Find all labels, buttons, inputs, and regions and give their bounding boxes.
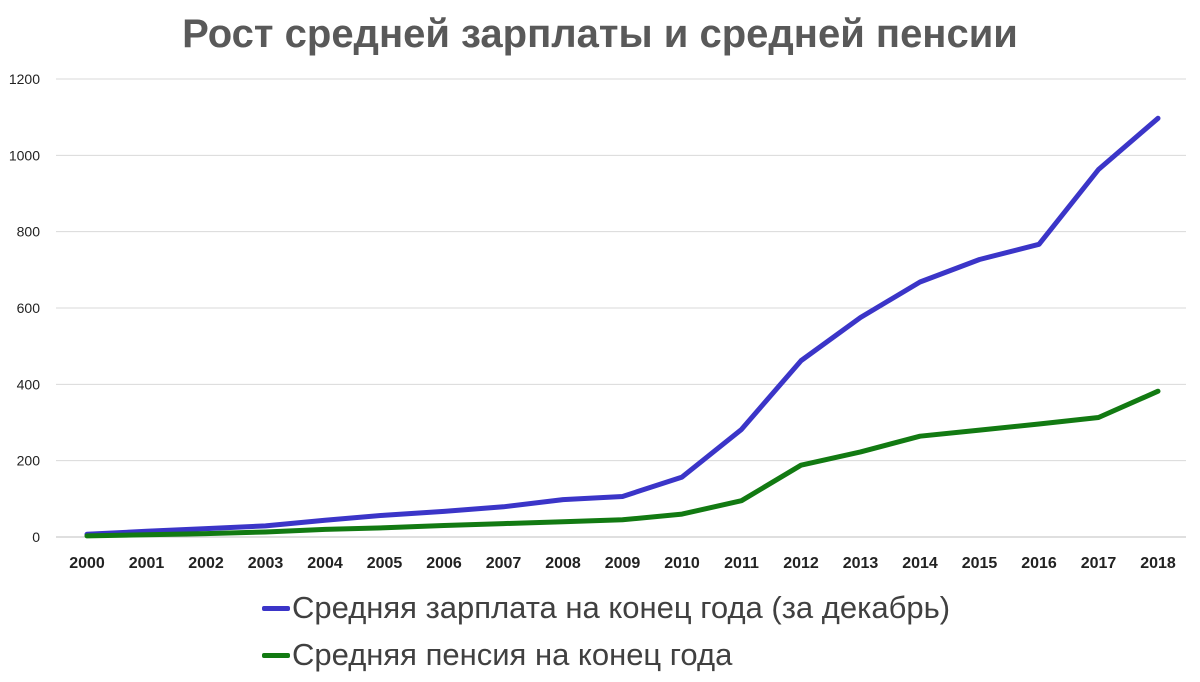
x-tick-label-2018: 2018 [1140,555,1176,572]
y-tick-label-200: 200 [17,453,41,469]
chart-title: Рост средней зарплаты и средней пенсии [182,12,1018,56]
legend-swatch-pension [262,652,290,658]
legend-swatch-salary [262,605,290,611]
legend-label-salary: Средняя зарплата на конец года (за декаб… [292,590,951,625]
y-axis-ticks: 0 200 400 600 800 1000 1200 [9,71,40,545]
y-tick-label-800: 800 [17,224,41,240]
y-tick-label-0: 0 [32,529,40,545]
series-line-0 [84,115,1161,537]
x-tick-label-2006: 2006 [426,555,462,572]
x-tick-label-2005: 2005 [367,555,403,572]
x-tick-label-2015: 2015 [962,555,998,572]
x-tick-label-2004: 2004 [307,555,343,572]
y-tick-label-1000: 1000 [9,147,40,163]
legend: Средняя зарплата на конец года (за декаб… [262,586,950,680]
legend-label-pension: Средняя пенсия на конец года [292,637,733,672]
x-tick-label-2000: 2000 [69,555,105,572]
y-tick-label-600: 600 [17,300,41,316]
x-tick-label-2003: 2003 [248,555,284,572]
x-tick-label-2007: 2007 [486,555,522,572]
y-tick-label-1200: 1200 [9,71,40,87]
x-tick-label-2008: 2008 [545,555,581,572]
x-tick-label-2010: 2010 [664,555,700,572]
x-tick-label-2017: 2017 [1081,555,1117,572]
x-tick-label-2011: 2011 [724,555,759,572]
x-tick-label-2002: 2002 [188,555,224,572]
y-tick-label-400: 400 [17,376,41,392]
series-line-1 [84,388,1161,539]
x-axis-ticks: 2000 2001 2002 2003 2004 2005 2006 2007 2008 2009… [69,555,1176,572]
x-tick-label-2014: 2014 [902,555,938,572]
x-tick-label-2001: 2001 [129,555,165,572]
grid-lines [56,78,1186,462]
x-tick-label-2012: 2012 [783,555,819,572]
x-tick-label-2013: 2013 [843,555,879,572]
series-lines [84,115,1161,539]
x-tick-label-2016: 2016 [1021,555,1057,572]
legend-item-salary: Средняя зарплата на конец года (за декаб… [262,586,950,630]
legend-item-pension: Средняя пенсия на конец года [262,633,950,677]
x-tick-label-2009: 2009 [605,555,641,572]
